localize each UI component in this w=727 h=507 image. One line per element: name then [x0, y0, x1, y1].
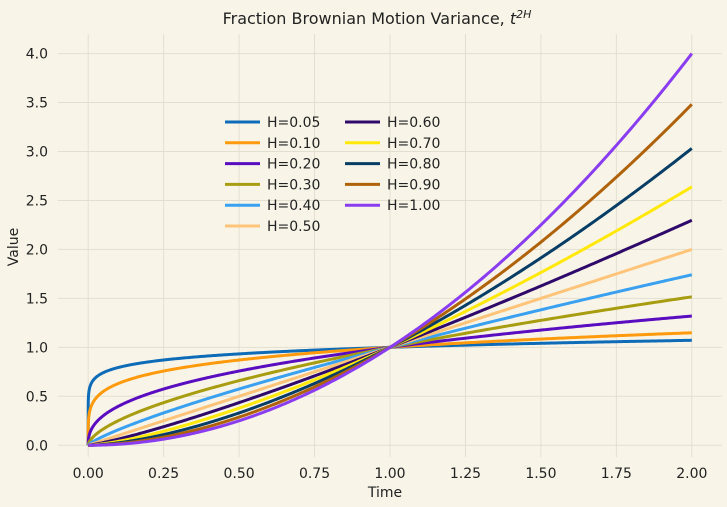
legend-label: H=0.60 — [387, 115, 440, 131]
x-tick-label: 2.00 — [676, 466, 707, 482]
x-axis-label: Time — [367, 485, 402, 501]
y-tick-label: 3.5 — [26, 96, 48, 112]
series-line — [86, 331, 692, 446]
series-line — [86, 338, 692, 446]
series-line — [86, 273, 693, 447]
chart-title: Fraction Brownian Motion Variance, t2H — [223, 8, 532, 28]
series-line — [86, 314, 692, 446]
x-tick-label: 1.00 — [374, 466, 405, 482]
y-tick-label: 1.5 — [26, 291, 48, 307]
y-tick-label: 3.0 — [26, 145, 48, 161]
legend-label: H=0.30 — [267, 177, 320, 193]
legend-label: H=0.10 — [267, 136, 320, 152]
y-tick-label: 4.0 — [26, 47, 48, 63]
x-tick-label: 1.50 — [525, 466, 556, 482]
y-tick-label: 2.5 — [26, 193, 48, 209]
y-tick-label: 0.0 — [26, 438, 48, 454]
x-tick-labels: 0.00 0.25 0.50 0.75 1.00 1.25 1.50 1.75 2.00 — [73, 466, 708, 482]
y-axis-label: Value — [6, 228, 22, 266]
series-line — [86, 218, 693, 447]
legend-label: H=0.80 — [387, 157, 440, 173]
x-tick-label: 0.00 — [73, 466, 104, 482]
x-tick-label: 0.50 — [224, 466, 255, 482]
y-tick-label: 1.0 — [26, 340, 48, 356]
x-tick-label: 0.75 — [299, 466, 330, 482]
x-tick-label: 0.25 — [148, 466, 179, 482]
legend-label: H=0.50 — [267, 219, 320, 235]
legend-label: H=0.20 — [267, 157, 320, 173]
series-line — [86, 185, 693, 447]
x-tick-label: 1.75 — [601, 466, 632, 482]
legend-label: H=0.40 — [267, 198, 320, 214]
legend-label: H=0.90 — [387, 177, 440, 193]
series-lines — [86, 52, 694, 447]
legend-label: H=0.05 — [267, 115, 320, 131]
series-line — [86, 52, 694, 447]
y-tick-label: 0.5 — [26, 389, 48, 405]
x-tick-label: 1.25 — [450, 466, 481, 482]
y-tick-label: 2.0 — [26, 242, 48, 258]
y-tick-labels: 0.0 0.5 1.0 1.5 2.0 2.5 3.0 3.5 4.0 — [26, 47, 48, 455]
series-line — [86, 295, 693, 447]
legend: H=0.05 H=0.10 H=0.20 H=0.30 H=0.40 H=0.50 H=0.… — [225, 115, 440, 235]
legend-label: H=0.70 — [387, 136, 440, 152]
series-line — [86, 247, 693, 447]
legend-label: H=1.00 — [387, 198, 440, 214]
